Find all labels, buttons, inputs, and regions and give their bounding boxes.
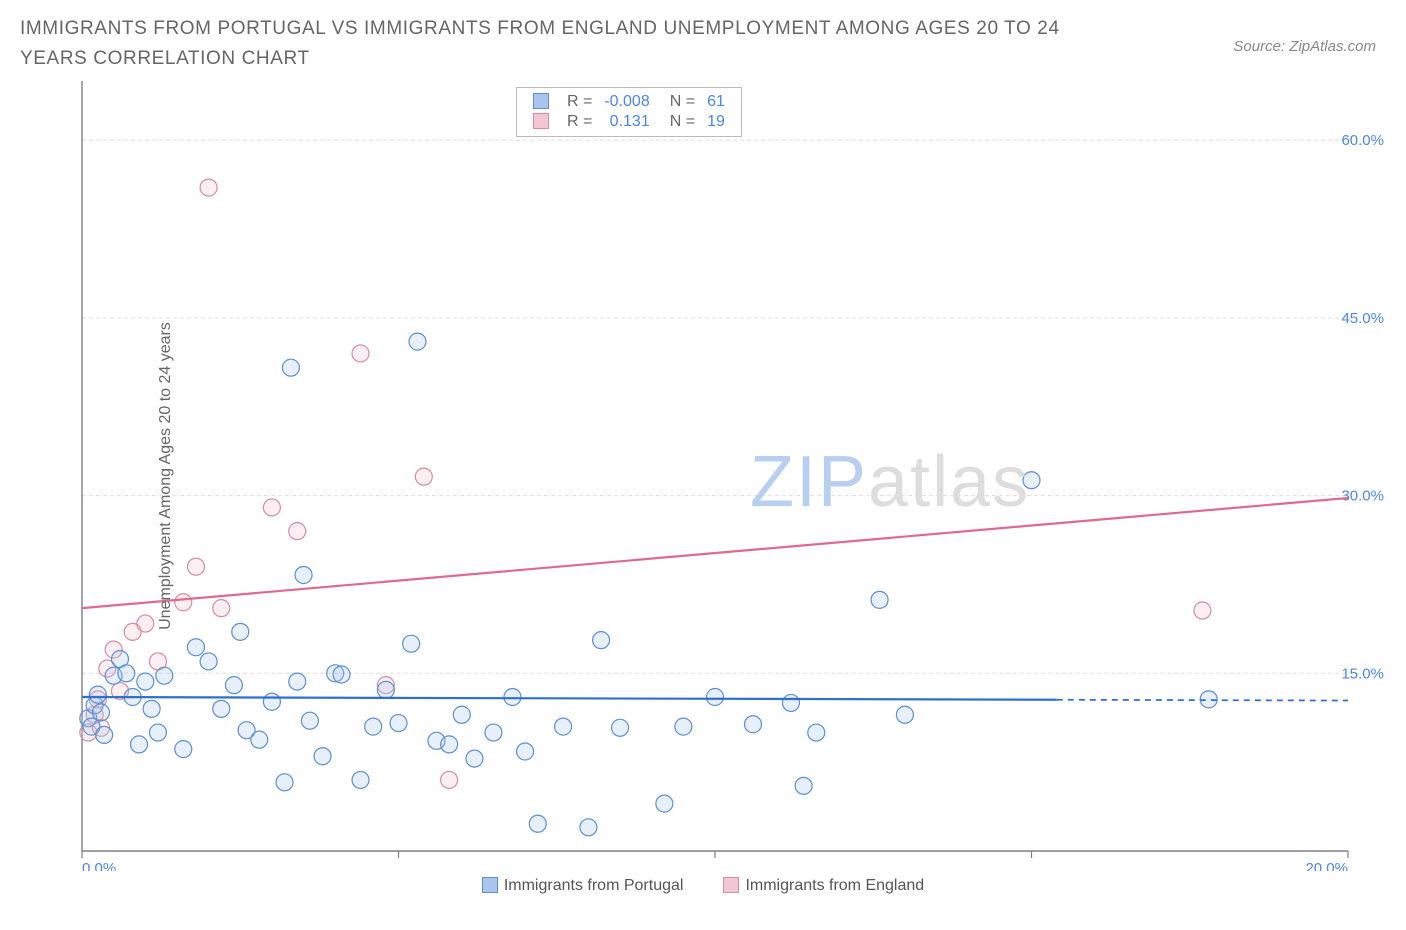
- scatter-plot: 0.0% 20.0% 15.0% 30.0% 45.0% 60.0%: [20, 81, 1386, 871]
- legend-item-england: Immigrants from England: [723, 877, 924, 895]
- svg-text:45.0%: 45.0%: [1341, 310, 1384, 327]
- legend-swatch-portugal: [533, 93, 549, 109]
- legend-swatch-portugal: [482, 877, 498, 893]
- n-label-2: N =: [656, 112, 701, 132]
- r-value-1: -0.008: [598, 92, 655, 112]
- stats-legend: R = -0.008 N = 61 R = 0.131 N = 19: [516, 87, 742, 137]
- svg-text:30.0%: 30.0%: [1341, 487, 1384, 504]
- svg-text:60.0%: 60.0%: [1341, 132, 1384, 149]
- legend-swatch-england: [723, 877, 739, 893]
- n-label-1: N =: [656, 92, 701, 112]
- legend-label-portugal: Immigrants from Portugal: [504, 877, 684, 894]
- chart-area: Unemployment Among Ages 20 to 24 years 0…: [20, 81, 1386, 871]
- r-label-2: R =: [561, 112, 598, 132]
- legend-swatch-england: [533, 113, 549, 129]
- r-value-2: 0.131: [598, 112, 655, 132]
- y-axis-label: Unemployment Among Ages 20 to 24 years: [157, 322, 175, 630]
- chart-title: IMMIGRANTS FROM PORTUGAL VS IMMIGRANTS F…: [20, 14, 1120, 75]
- bottom-legend: Immigrants from Portugal Immigrants from…: [0, 877, 1406, 895]
- n-value-1: 61: [701, 92, 731, 112]
- source-name: ZipAtlas.com: [1289, 38, 1376, 55]
- n-value-2: 19: [701, 112, 731, 132]
- legend-label-england: Immigrants from England: [745, 877, 924, 894]
- source-attribution: Source: ZipAtlas.com: [1233, 14, 1376, 55]
- r-label-1: R =: [561, 92, 598, 112]
- source-prefix: Source:: [1233, 38, 1289, 55]
- svg-text:15.0%: 15.0%: [1341, 665, 1384, 682]
- svg-text:20.0%: 20.0%: [1305, 860, 1348, 871]
- svg-text:0.0%: 0.0%: [82, 860, 116, 871]
- legend-item-portugal: Immigrants from Portugal: [482, 877, 684, 895]
